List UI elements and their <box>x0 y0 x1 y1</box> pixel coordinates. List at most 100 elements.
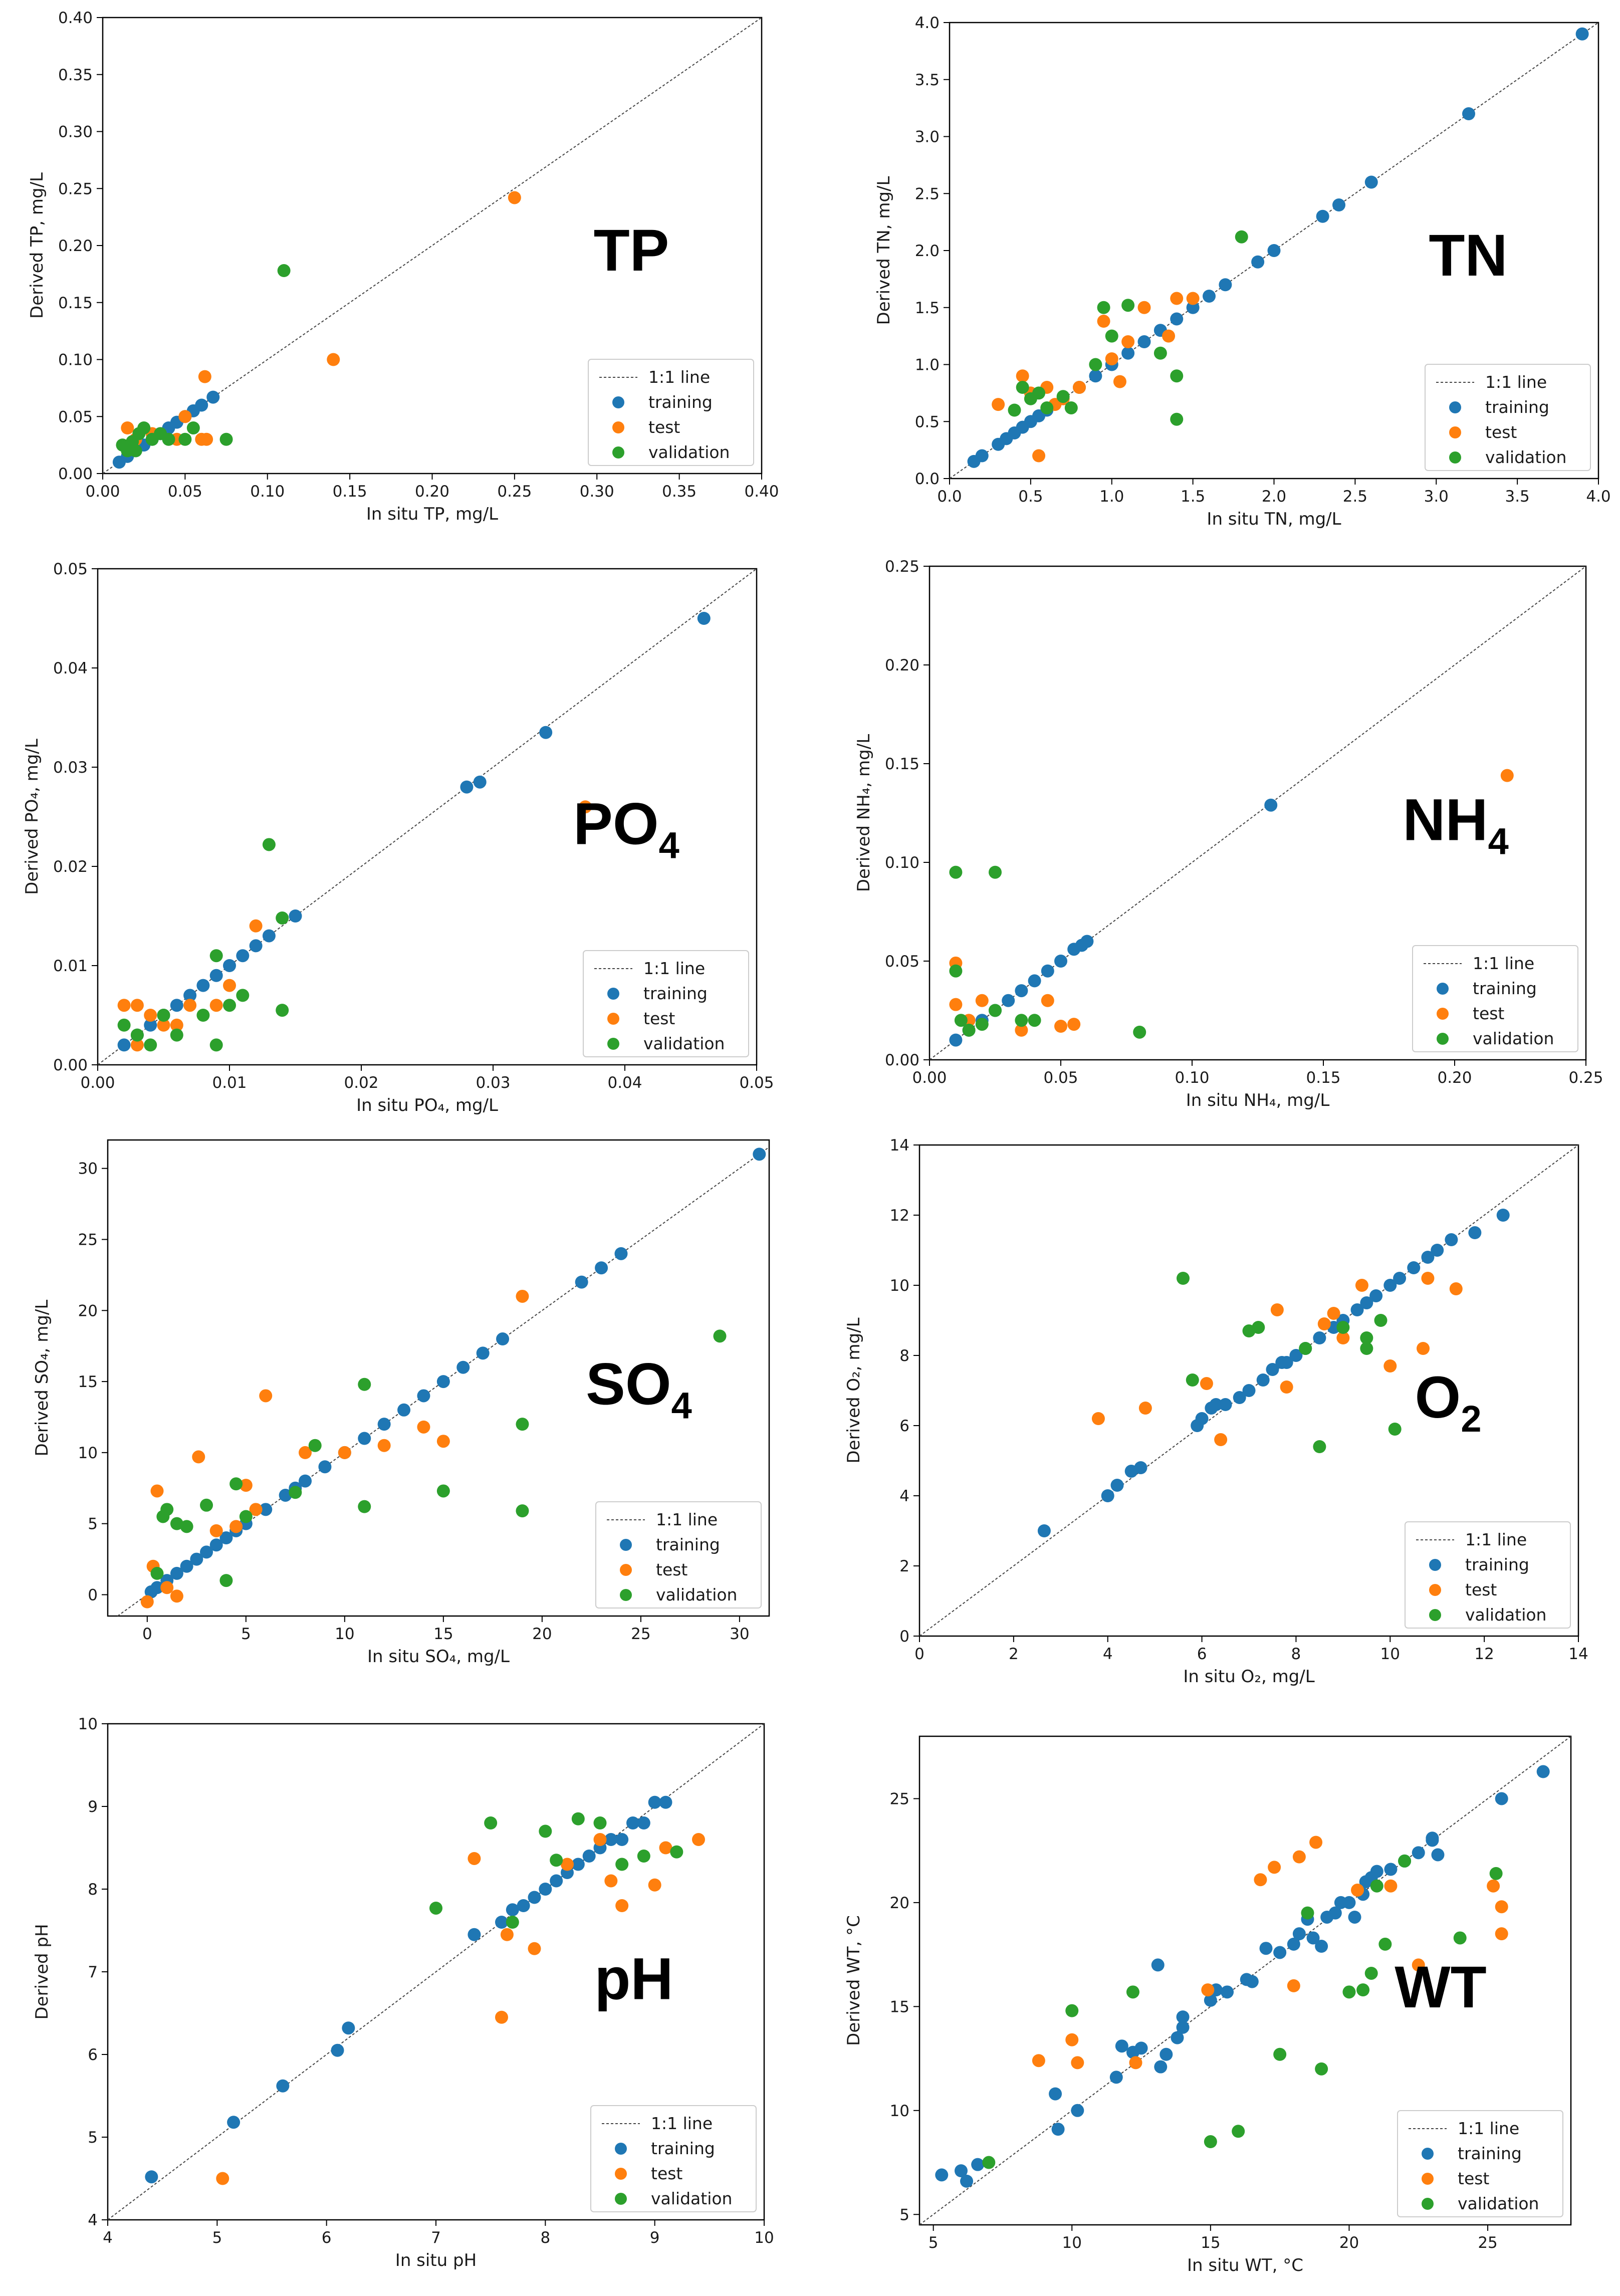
point-test <box>121 421 134 434</box>
legend-label: 1:1 line <box>643 959 705 978</box>
legend-label: validation <box>1485 447 1566 467</box>
point-test <box>1186 292 1200 305</box>
point-training <box>1431 1848 1445 1862</box>
y-tick-label: 0.01 <box>53 957 88 975</box>
y-tick-label: 2 <box>899 1557 909 1575</box>
point-training <box>206 390 220 404</box>
legend: 1:1 line training test validation <box>588 359 754 466</box>
point-validation <box>982 2156 996 2169</box>
point-training <box>517 1899 530 1912</box>
point-test <box>144 1009 157 1022</box>
point-training <box>496 1332 510 1346</box>
y-tick-label: 0.15 <box>58 294 93 312</box>
point-training <box>1360 1296 1373 1309</box>
point-validation <box>484 1816 498 1829</box>
legend-swatch-test <box>607 1013 619 1025</box>
point-test <box>130 1038 144 1052</box>
point-training <box>299 1474 312 1488</box>
point-training <box>539 1883 552 1896</box>
point-validation <box>1299 1342 1312 1355</box>
panel-po4: 0.00 0.01 0.02 0.03 0.04 0.05 0.00 0.01 0.02 0.03… <box>22 560 774 1115</box>
y-tick-label: 12 <box>890 1207 909 1225</box>
point-training <box>1170 312 1184 326</box>
point-validation <box>1032 386 1046 400</box>
panel-title-subscript: 4 <box>671 1385 692 1426</box>
point-validation <box>1315 2062 1328 2076</box>
x-tick-label: 0.40 <box>744 483 779 501</box>
point-training <box>377 1418 391 1431</box>
x-tick-label: 0.00 <box>85 483 120 501</box>
x-tick-label: 0 <box>142 1625 152 1643</box>
x-tick-label: 2.5 <box>1343 488 1367 506</box>
point-training <box>1176 2020 1190 2034</box>
point-validation <box>593 1816 607 1829</box>
point-validation <box>1370 1879 1383 1893</box>
point-test <box>1073 381 1086 394</box>
y-tick-label: 5 <box>88 1515 98 1533</box>
point-training <box>1342 1896 1356 1909</box>
one-to-one-line <box>102 17 762 474</box>
point-validation <box>1232 2125 1245 2138</box>
y-tick-label: 0.04 <box>53 659 88 677</box>
point-validation <box>1015 1014 1028 1027</box>
point-training <box>1051 2123 1065 2136</box>
point-test <box>1412 1958 1425 1972</box>
x-tick-label: 30 <box>730 1625 749 1643</box>
point-validation <box>180 1520 193 1533</box>
legend-swatch-training <box>1449 401 1461 413</box>
point-training <box>1426 1831 1439 1845</box>
legend-swatch-validation <box>615 2193 627 2205</box>
point-test <box>223 979 236 992</box>
point-validation <box>1342 1985 1356 1999</box>
y-tick-label: 0.10 <box>885 854 919 872</box>
point-validation <box>1008 403 1021 417</box>
point-training <box>180 1559 193 1573</box>
point-training <box>1306 1931 1320 1945</box>
point-validation <box>516 1504 529 1518</box>
y-tick-label: 7 <box>88 1963 98 1981</box>
plot-frame <box>929 565 1587 1061</box>
point-test <box>1129 2056 1142 2070</box>
y-tick-label: 0 <box>899 1628 909 1646</box>
point-test <box>659 1841 672 1855</box>
point-training <box>1575 27 1589 41</box>
point-validation <box>989 865 1002 879</box>
x-tick-label: 0.05 <box>1043 1069 1078 1087</box>
point-test <box>1137 301 1151 314</box>
point-test <box>692 1833 705 1846</box>
legend-label: 1:1 line <box>651 2114 713 2133</box>
point-test <box>1270 1303 1284 1316</box>
x-tick-label: 12 <box>1474 1645 1494 1663</box>
point-test <box>1121 335 1135 348</box>
point-training <box>1364 175 1378 189</box>
point-test <box>140 1595 154 1609</box>
point-test <box>593 1833 607 1846</box>
x-tick-label: 0.20 <box>1437 1069 1472 1087</box>
point-training <box>1219 278 1232 292</box>
point-validation <box>262 838 276 851</box>
x-tick-label: 10 <box>754 2229 774 2247</box>
point-test <box>1091 1412 1105 1425</box>
panel-tp: 0.00 0.05 0.10 0.15 0.20 0.25 0.30 0.35 0.40 0.00… <box>27 9 779 524</box>
point-test <box>198 370 211 383</box>
point-validation <box>615 1858 629 1871</box>
y-tick-label: 0.5 <box>915 413 940 431</box>
point-training <box>697 612 711 625</box>
point-test <box>160 1581 174 1594</box>
point-validation <box>954 1014 968 1027</box>
point-validation <box>130 1028 144 1042</box>
point-validation <box>1170 412 1184 426</box>
point-test <box>1071 2056 1084 2070</box>
point-validation <box>1252 1321 1265 1334</box>
point-training <box>227 2116 241 2129</box>
point-training <box>342 2021 355 2035</box>
point-validation <box>1040 401 1054 414</box>
point-test <box>377 1439 391 1452</box>
point-validation <box>1089 358 1102 371</box>
point-test <box>1067 1018 1081 1031</box>
y-tick-label: 0.20 <box>885 656 919 674</box>
point-validation <box>196 1009 210 1022</box>
point-test <box>1170 292 1184 305</box>
y-tick-label: 1.5 <box>915 299 940 317</box>
point-validation <box>117 1018 131 1032</box>
